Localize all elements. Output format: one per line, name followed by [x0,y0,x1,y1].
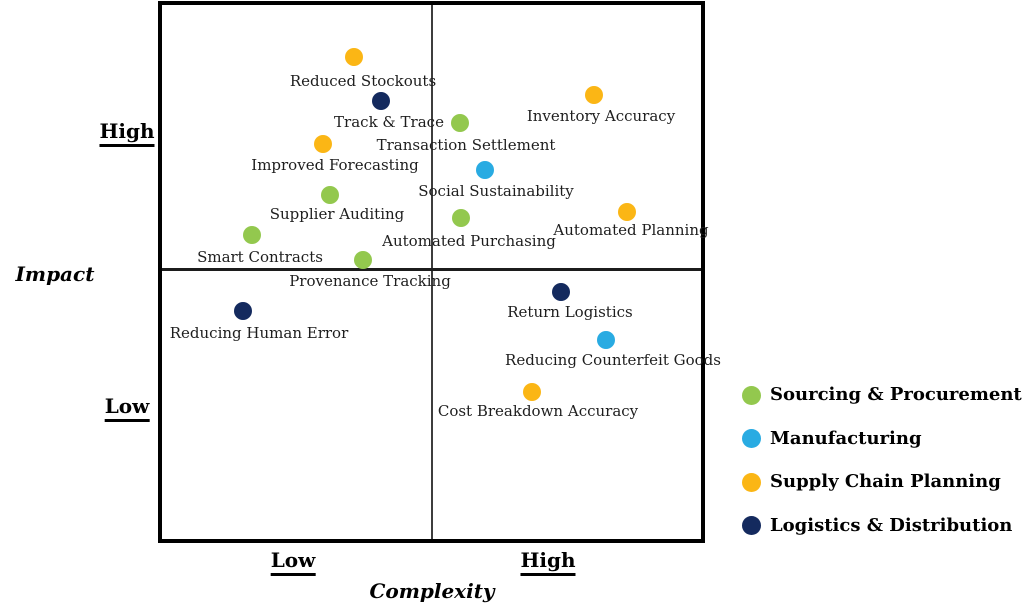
point-dot-social-sustainability [476,161,494,179]
point-label-smart-contracts: Smart Contracts [197,247,323,266]
point-dot-transaction-settlement [451,114,469,132]
legend-label: Logistics & Distribution [770,514,1013,536]
legend-label: Manufacturing [770,427,922,449]
y-axis-high-label: High [99,119,155,147]
point-dot-reduced-stockouts [345,48,363,66]
legend-item-supply-chain-planning: Supply Chain Planning [742,470,1001,494]
point-dot-reducing-counterfeit-goods [597,331,615,349]
point-dot-smart-contracts [243,226,261,244]
point-dot-provenance-tracking [354,251,372,269]
x-axis-title: Complexity [369,579,495,603]
x-axis-high-tick: High [520,548,576,576]
point-label-provenance-tracking: Provenance Tracking [289,271,451,290]
y-axis-high-tick: High [99,119,155,147]
y-axis-title: Impact [15,262,95,286]
point-dot-inventory-accuracy [585,86,603,104]
point-label-automated-purchasing: Automated Purchasing [382,231,556,250]
legend-swatch-icon [742,429,761,448]
horizontal-divider [162,268,701,271]
legend-label: Sourcing & Procurement [770,384,1022,405]
point-label-improved-forecasting: Improved Forecasting [251,155,419,174]
point-dot-reducing-human-error [234,302,252,320]
point-dot-improved-forecasting [314,135,332,153]
y-axis-low-tick: Low [104,394,150,422]
point-label-supplier-auditing: Supplier Auditing [269,204,405,223]
legend-item-sourcing-procurement: Sourcing & Procurement [742,383,1022,407]
point-label-transaction-settlement: Transaction Settlement [376,135,556,154]
legend-item-manufacturing: Manufacturing [742,427,922,451]
x-axis-high-label: High [520,548,576,576]
y-axis-low-label: Low [104,394,150,422]
point-dot-automated-planning [618,203,636,221]
point-dot-automated-purchasing [452,209,470,227]
legend-label: Supply Chain Planning [770,471,1001,492]
point-label-social-sustainability: Social Sustainability [418,181,574,200]
point-label-reducing-counterfeit-goods: Reducing Counterfeit Goods [505,350,721,369]
point-label-automated-planning: Automated Planning [553,220,709,239]
point-label-track-trace: Track & Trace [334,112,444,131]
legend: Sourcing & Procurement Manufacturing Suppl… [742,0,1023,616]
point-dot-supplier-auditing [321,186,339,204]
vertical-divider [431,5,433,539]
legend-item-logistics-distribution: Logistics & Distribution [742,514,1012,538]
point-dot-return-logistics [552,283,570,301]
point-label-cost-breakdown-accuracy: Cost Breakdown Accuracy [437,401,639,420]
point-label-reducing-human-error: Reducing Human Error [169,323,349,342]
x-axis-low-tick: Low [270,548,316,576]
legend-swatch-icon [742,385,761,405]
point-label-reduced-stockouts: Reduced Stockouts [289,71,437,90]
x-axis-low-label: Low [270,548,316,576]
legend-swatch-icon [742,516,761,535]
point-dot-track-trace [372,92,390,110]
legend-swatch-icon [742,472,761,492]
point-label-return-logistics: Return Logistics [507,302,633,321]
point-label-inventory-accuracy: Inventory Accuracy [526,106,676,125]
point-dot-cost-breakdown-accuracy [523,383,541,401]
